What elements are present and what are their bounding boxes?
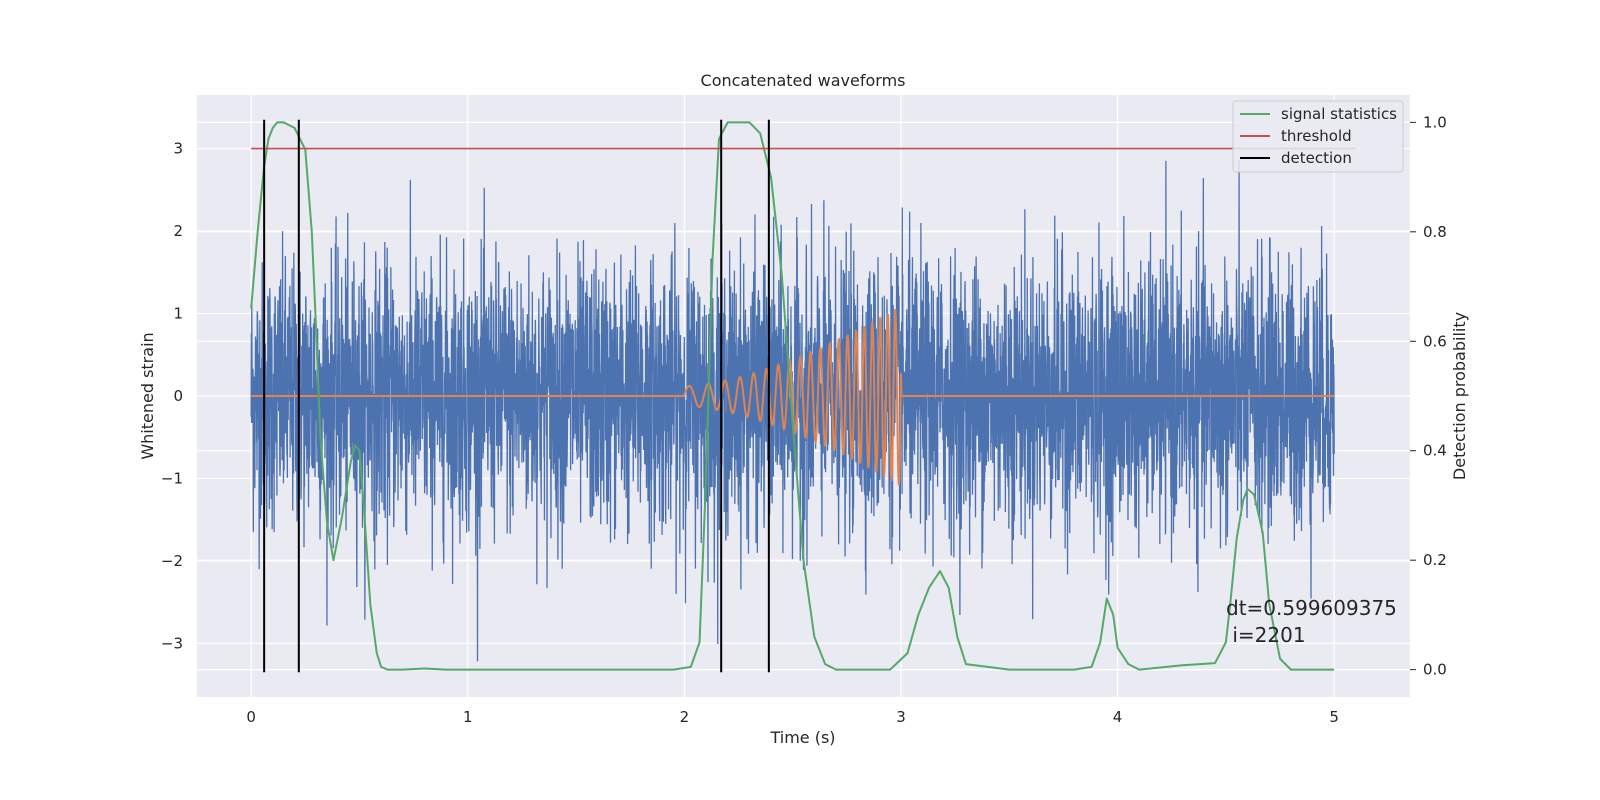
left-y-tick-label: −2 xyxy=(161,552,183,570)
x-tick-label: 4 xyxy=(1113,708,1123,726)
x-tick-label: 2 xyxy=(680,708,690,726)
right-y-tick-label: 1.0 xyxy=(1423,113,1447,131)
x-tick-label: 1 xyxy=(463,708,473,726)
right-y-tick-label: 0.2 xyxy=(1423,551,1447,569)
signal-statistics-series-line xyxy=(250,121,1335,671)
left-y-tick-label: −3 xyxy=(161,634,183,652)
x-tick-label: 3 xyxy=(896,708,906,726)
right-y-tick-label: 0.6 xyxy=(1423,332,1447,350)
left-y-tick-label: 0 xyxy=(173,387,183,405)
x-axis-title: Time (s) xyxy=(769,728,835,747)
legend-label-threshold: threshold xyxy=(1281,127,1352,145)
left-y-tick-label: 1 xyxy=(173,305,183,323)
right-y-axis-ticks: 0.0 0.2 0.4 0.6 0.8 1.0 xyxy=(1410,113,1447,679)
legend-box xyxy=(1232,100,1404,173)
annotation-dt: dt=0.599609375 xyxy=(1226,596,1397,620)
legend: signal statistics threshold detection xyxy=(1232,100,1404,173)
x-tick-label: 0 xyxy=(246,708,256,726)
left-y-tick-label: −1 xyxy=(161,469,183,487)
right-y-tick-label: 0.8 xyxy=(1423,223,1447,241)
annotation: dt=0.599609375 i=2201 xyxy=(1226,596,1397,647)
legend-label-signal-statistics: signal statistics xyxy=(1281,105,1397,123)
left-y-tick-label: 3 xyxy=(173,140,183,158)
x-tick-label: 5 xyxy=(1329,708,1339,726)
left-y-axis-title: Whitened strain xyxy=(138,332,157,459)
right-y-axis-title: Detection probability xyxy=(1450,312,1469,480)
left-y-axis-ticks: −3 −2 −1 0 1 2 3 xyxy=(161,140,183,653)
annotation-index: i=2201 xyxy=(1226,623,1306,647)
legend-label-detection: detection xyxy=(1281,149,1352,167)
template-series-line xyxy=(251,308,1335,486)
detection-lines xyxy=(263,119,770,673)
right-y-tick-label: 0.4 xyxy=(1423,442,1447,460)
chart-title: Concatenated waveforms xyxy=(701,71,906,90)
plot-content xyxy=(250,119,1356,673)
x-axis-ticks: 0 1 2 3 4 5 xyxy=(246,708,1339,726)
right-y-tick-label: 0.0 xyxy=(1423,661,1447,679)
left-y-tick-label: 2 xyxy=(173,222,183,240)
